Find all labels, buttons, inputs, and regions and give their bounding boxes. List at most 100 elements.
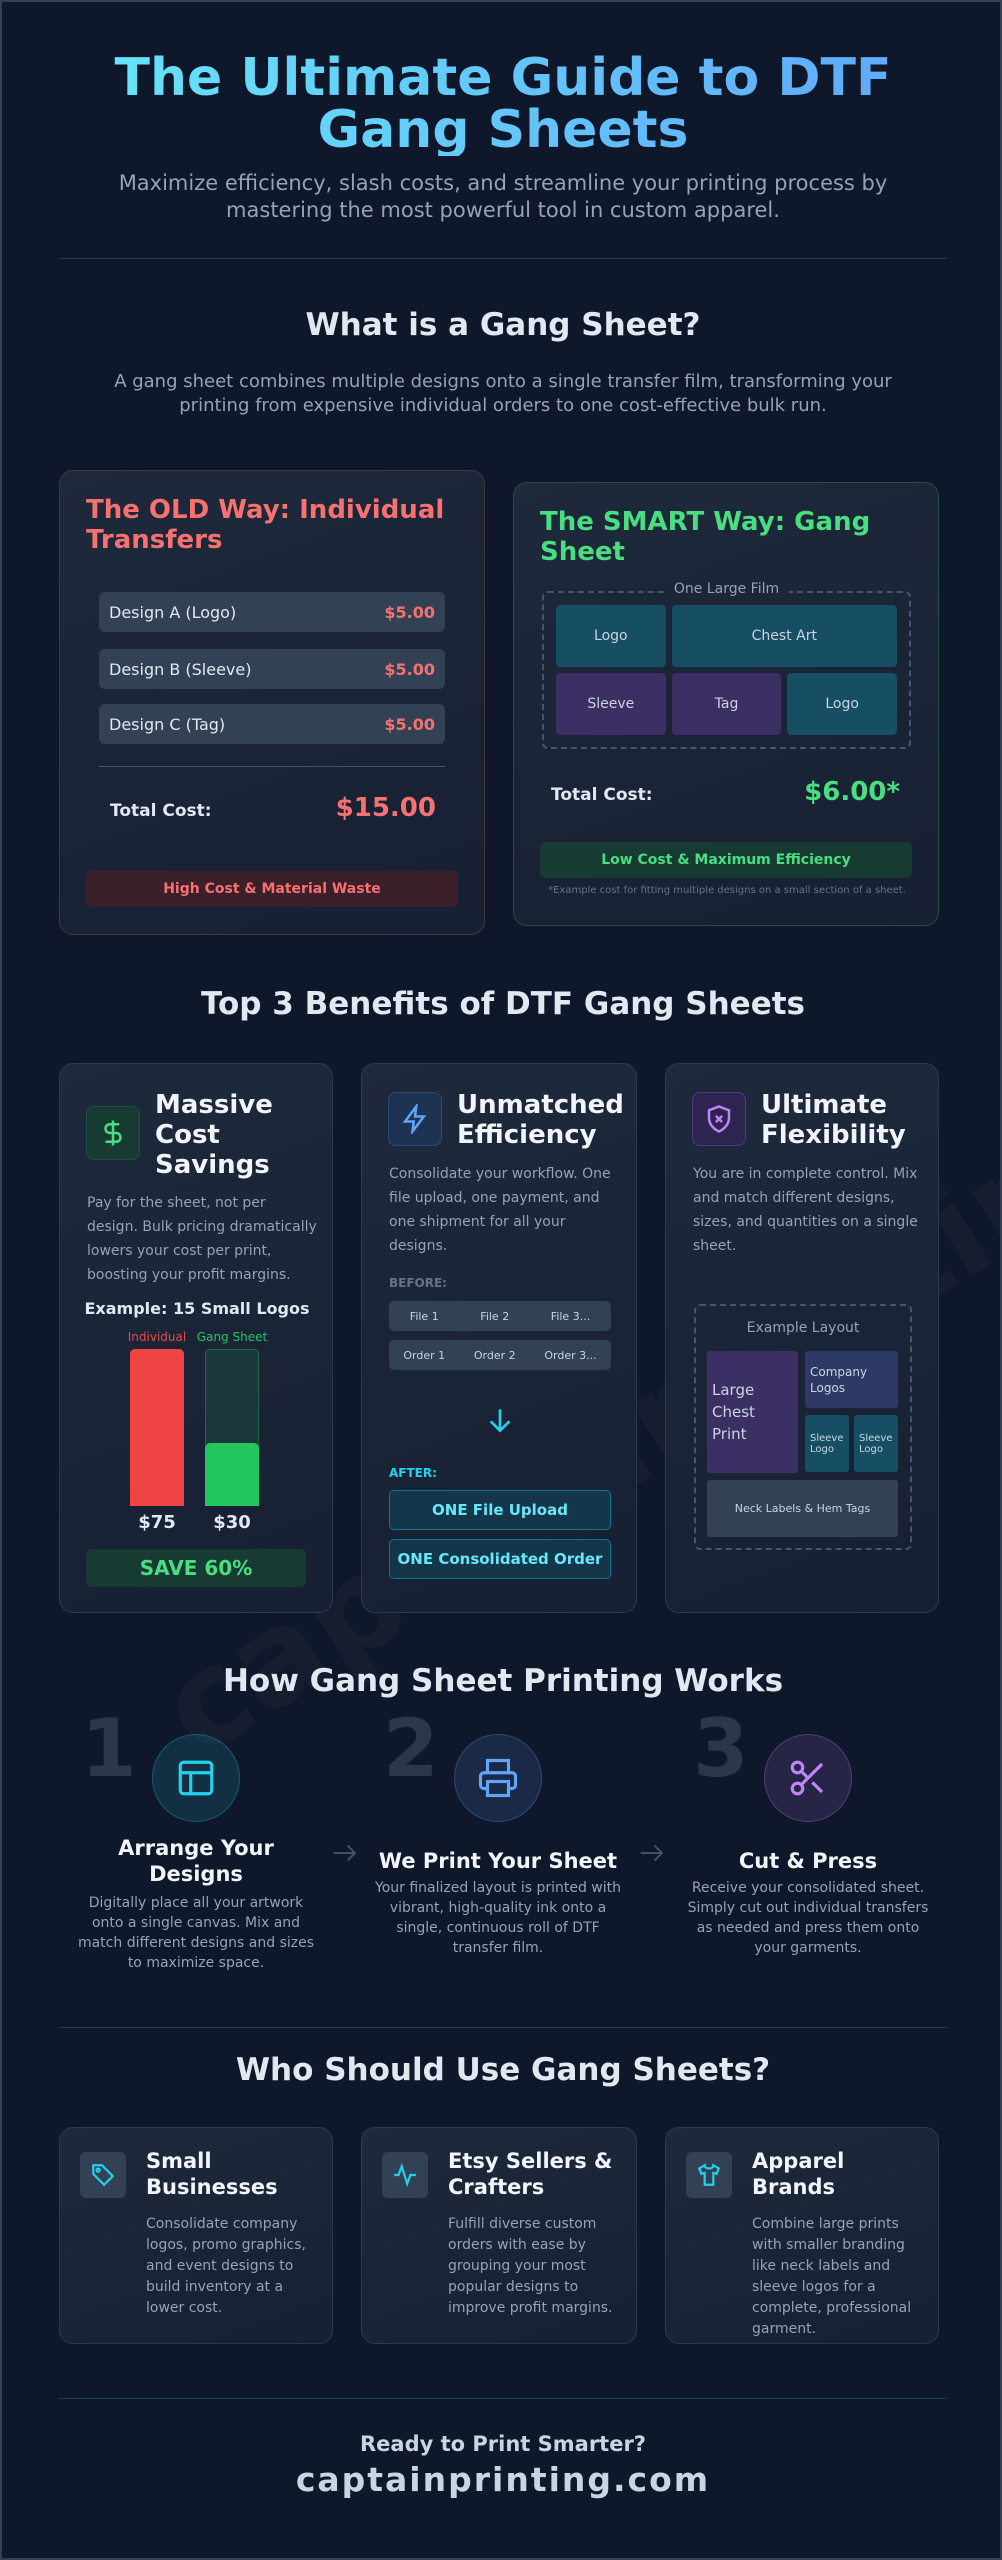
- benefit-text: Pay for the sheet, not per design. Bulk …: [87, 1195, 317, 1283]
- audience-text: Consolidate company logos, promo graphic…: [146, 2216, 306, 2316]
- before-label: BEFORE:: [389, 1276, 447, 1290]
- cost-row: Design A (Logo) $5.00: [99, 592, 445, 632]
- step-title: Arrange Your Designs: [118, 1836, 274, 1886]
- section-heading: Top 3 Benefits of DTF Gang Sheets: [200, 986, 805, 1022]
- step-number: 1: [81, 1702, 137, 1795]
- benefit-title: Unmatched Efficiency: [457, 1090, 624, 1150]
- price: $5.00: [384, 659, 435, 679]
- audience-text: Combine large prints with smaller brandi…: [752, 2216, 912, 2337]
- intro-text: A gang sheet combines multiple designs o…: [114, 371, 892, 416]
- audience-title: Apparel Brands: [752, 2149, 845, 2199]
- divider: [59, 2027, 947, 2028]
- step-title: Cut & Press: [738, 1849, 878, 1873]
- step-icon: [454, 1734, 542, 1822]
- chip: File 1: [409, 1309, 439, 1323]
- section-heading: Who Should Use Gang Sheets?: [235, 2052, 771, 2088]
- arrow-down: [489, 1409, 511, 1433]
- design-cell: Tag: [671, 673, 782, 735]
- cost-row: Design B (Sleeve) $5.00: [99, 649, 445, 689]
- step-icon: [764, 1734, 852, 1822]
- chip: Order 1: [403, 1348, 446, 1362]
- step-text: Your finalized layout is printed with vi…: [375, 1880, 621, 1956]
- divider: [99, 766, 445, 767]
- audience-title: Small Businesses: [146, 2149, 278, 2199]
- step-title: We Print Your Sheet: [378, 1849, 618, 1873]
- total-value: $15.00: [335, 793, 436, 823]
- step-number: 2: [383, 1702, 439, 1795]
- section-heading: What is a Gang Sheet?: [305, 307, 701, 343]
- icon: [388, 1092, 442, 1146]
- icon: [80, 2152, 126, 2198]
- design-cell: Chest Art: [671, 605, 897, 667]
- step-text: Digitally place all your artwork onto a …: [77, 1895, 315, 1971]
- example-title: Example: 15 Small Logos: [84, 1299, 310, 1318]
- icon: [686, 2152, 732, 2198]
- film-box: One Large Film Logo Chest Art Sleeve Tag…: [542, 581, 911, 749]
- benefit-title: Massive Cost Savings: [155, 1090, 273, 1180]
- section-heading: How Gang Sheet Printing Works: [222, 1663, 784, 1699]
- step-number: 3: [693, 1702, 749, 1795]
- icon: [86, 1106, 140, 1160]
- bar: [130, 1349, 184, 1506]
- layout-label: Example Layout: [746, 1320, 860, 1336]
- benefit-text: Consolidate your workflow. One file uplo…: [389, 1166, 611, 1254]
- layout-block: Company Logos: [805, 1351, 898, 1408]
- total-label: Total Cost:: [551, 785, 653, 805]
- badge: High Cost & Material Waste: [86, 871, 458, 907]
- design-label: Design C (Tag): [109, 714, 226, 734]
- design-label: Design A (Logo): [109, 602, 237, 622]
- bar-value: $75: [138, 1512, 176, 1533]
- title: The Ultimate Guide to DTF Gang Sheets: [42, 52, 964, 156]
- badge: Low Cost & Maximum Efficiency: [540, 842, 912, 878]
- layout-block: Sleeve Logo: [854, 1415, 898, 1472]
- arrow: [640, 1844, 664, 1862]
- file-row: File 1 File 2 File 3...: [389, 1301, 611, 1331]
- subtitle: Maximize efficiency, slash costs, and st…: [118, 171, 888, 222]
- arrow: [333, 1844, 357, 1862]
- icon: [382, 2152, 428, 2198]
- card-title: The OLD Way: Individual Transfers: [86, 495, 445, 555]
- bar-value: $30: [213, 1512, 251, 1533]
- after-box: ONE File Upload: [389, 1490, 611, 1530]
- price: $5.00: [384, 602, 435, 622]
- design-cell: Logo: [787, 673, 897, 735]
- cost-row: Design C (Tag) $5.00: [99, 704, 445, 744]
- cta: Ready to Print Smarter?: [360, 2432, 646, 2456]
- design-cell: Logo: [556, 605, 666, 667]
- design-cell: Sleeve: [556, 673, 666, 735]
- domain: captainprinting.com: [295, 2460, 711, 2499]
- benefit-card: Unmatched Efficiency Consolidate your wo…: [361, 1063, 637, 1613]
- footnote: *Example cost for fitting multiple desig…: [548, 885, 906, 896]
- benefit-card: Massive Cost Savings Pay for the sheet, …: [59, 1063, 333, 1613]
- layout-block: Large Chest Print: [707, 1351, 798, 1473]
- price: $5.00: [384, 714, 435, 734]
- film-label: One Large Film: [664, 581, 789, 597]
- after-box: ONE Consolidated Order: [389, 1539, 611, 1579]
- chip: Order 3...: [544, 1348, 597, 1362]
- order-row: Order 1 Order 2 Order 3...: [389, 1340, 611, 1370]
- smart-way-card: The SMART Way: Gang Sheet One Large Film…: [513, 482, 939, 926]
- audience-card: Etsy Sellers & Crafters Fulfill diverse …: [361, 2127, 637, 2344]
- bar-label: Gang Sheet: [196, 1330, 268, 1344]
- benefit-card: Ultimate Flexibility You are in complete…: [665, 1063, 939, 1613]
- chip: File 3...: [550, 1309, 591, 1323]
- chip: File 2: [480, 1309, 510, 1323]
- layout-block: Neck Labels & Hem Tags: [707, 1480, 898, 1537]
- benefit-title: Ultimate Flexibility: [761, 1090, 906, 1150]
- audience-card: Apparel Brands Combine large prints with…: [665, 2127, 939, 2344]
- savings-chart: Individual $75 Gang Sheet $30: [60, 1326, 334, 1556]
- design-label: Design B (Sleeve): [109, 659, 252, 679]
- step-text: Receive your consolidated sheet. Simply …: [687, 1880, 929, 1956]
- step-icon: [152, 1734, 240, 1822]
- result: SAVE 60%: [86, 1549, 306, 1587]
- total-label: Total Cost:: [110, 801, 212, 821]
- chip: Order 2: [473, 1348, 516, 1362]
- card-title: The SMART Way: Gang Sheet: [540, 507, 871, 567]
- divider: [59, 2398, 947, 2399]
- audience-title: Etsy Sellers & Crafters: [448, 2149, 613, 2199]
- old-way-card: The OLD Way: Individual Transfers Design…: [59, 470, 485, 935]
- total-value: $6.00*: [804, 777, 900, 807]
